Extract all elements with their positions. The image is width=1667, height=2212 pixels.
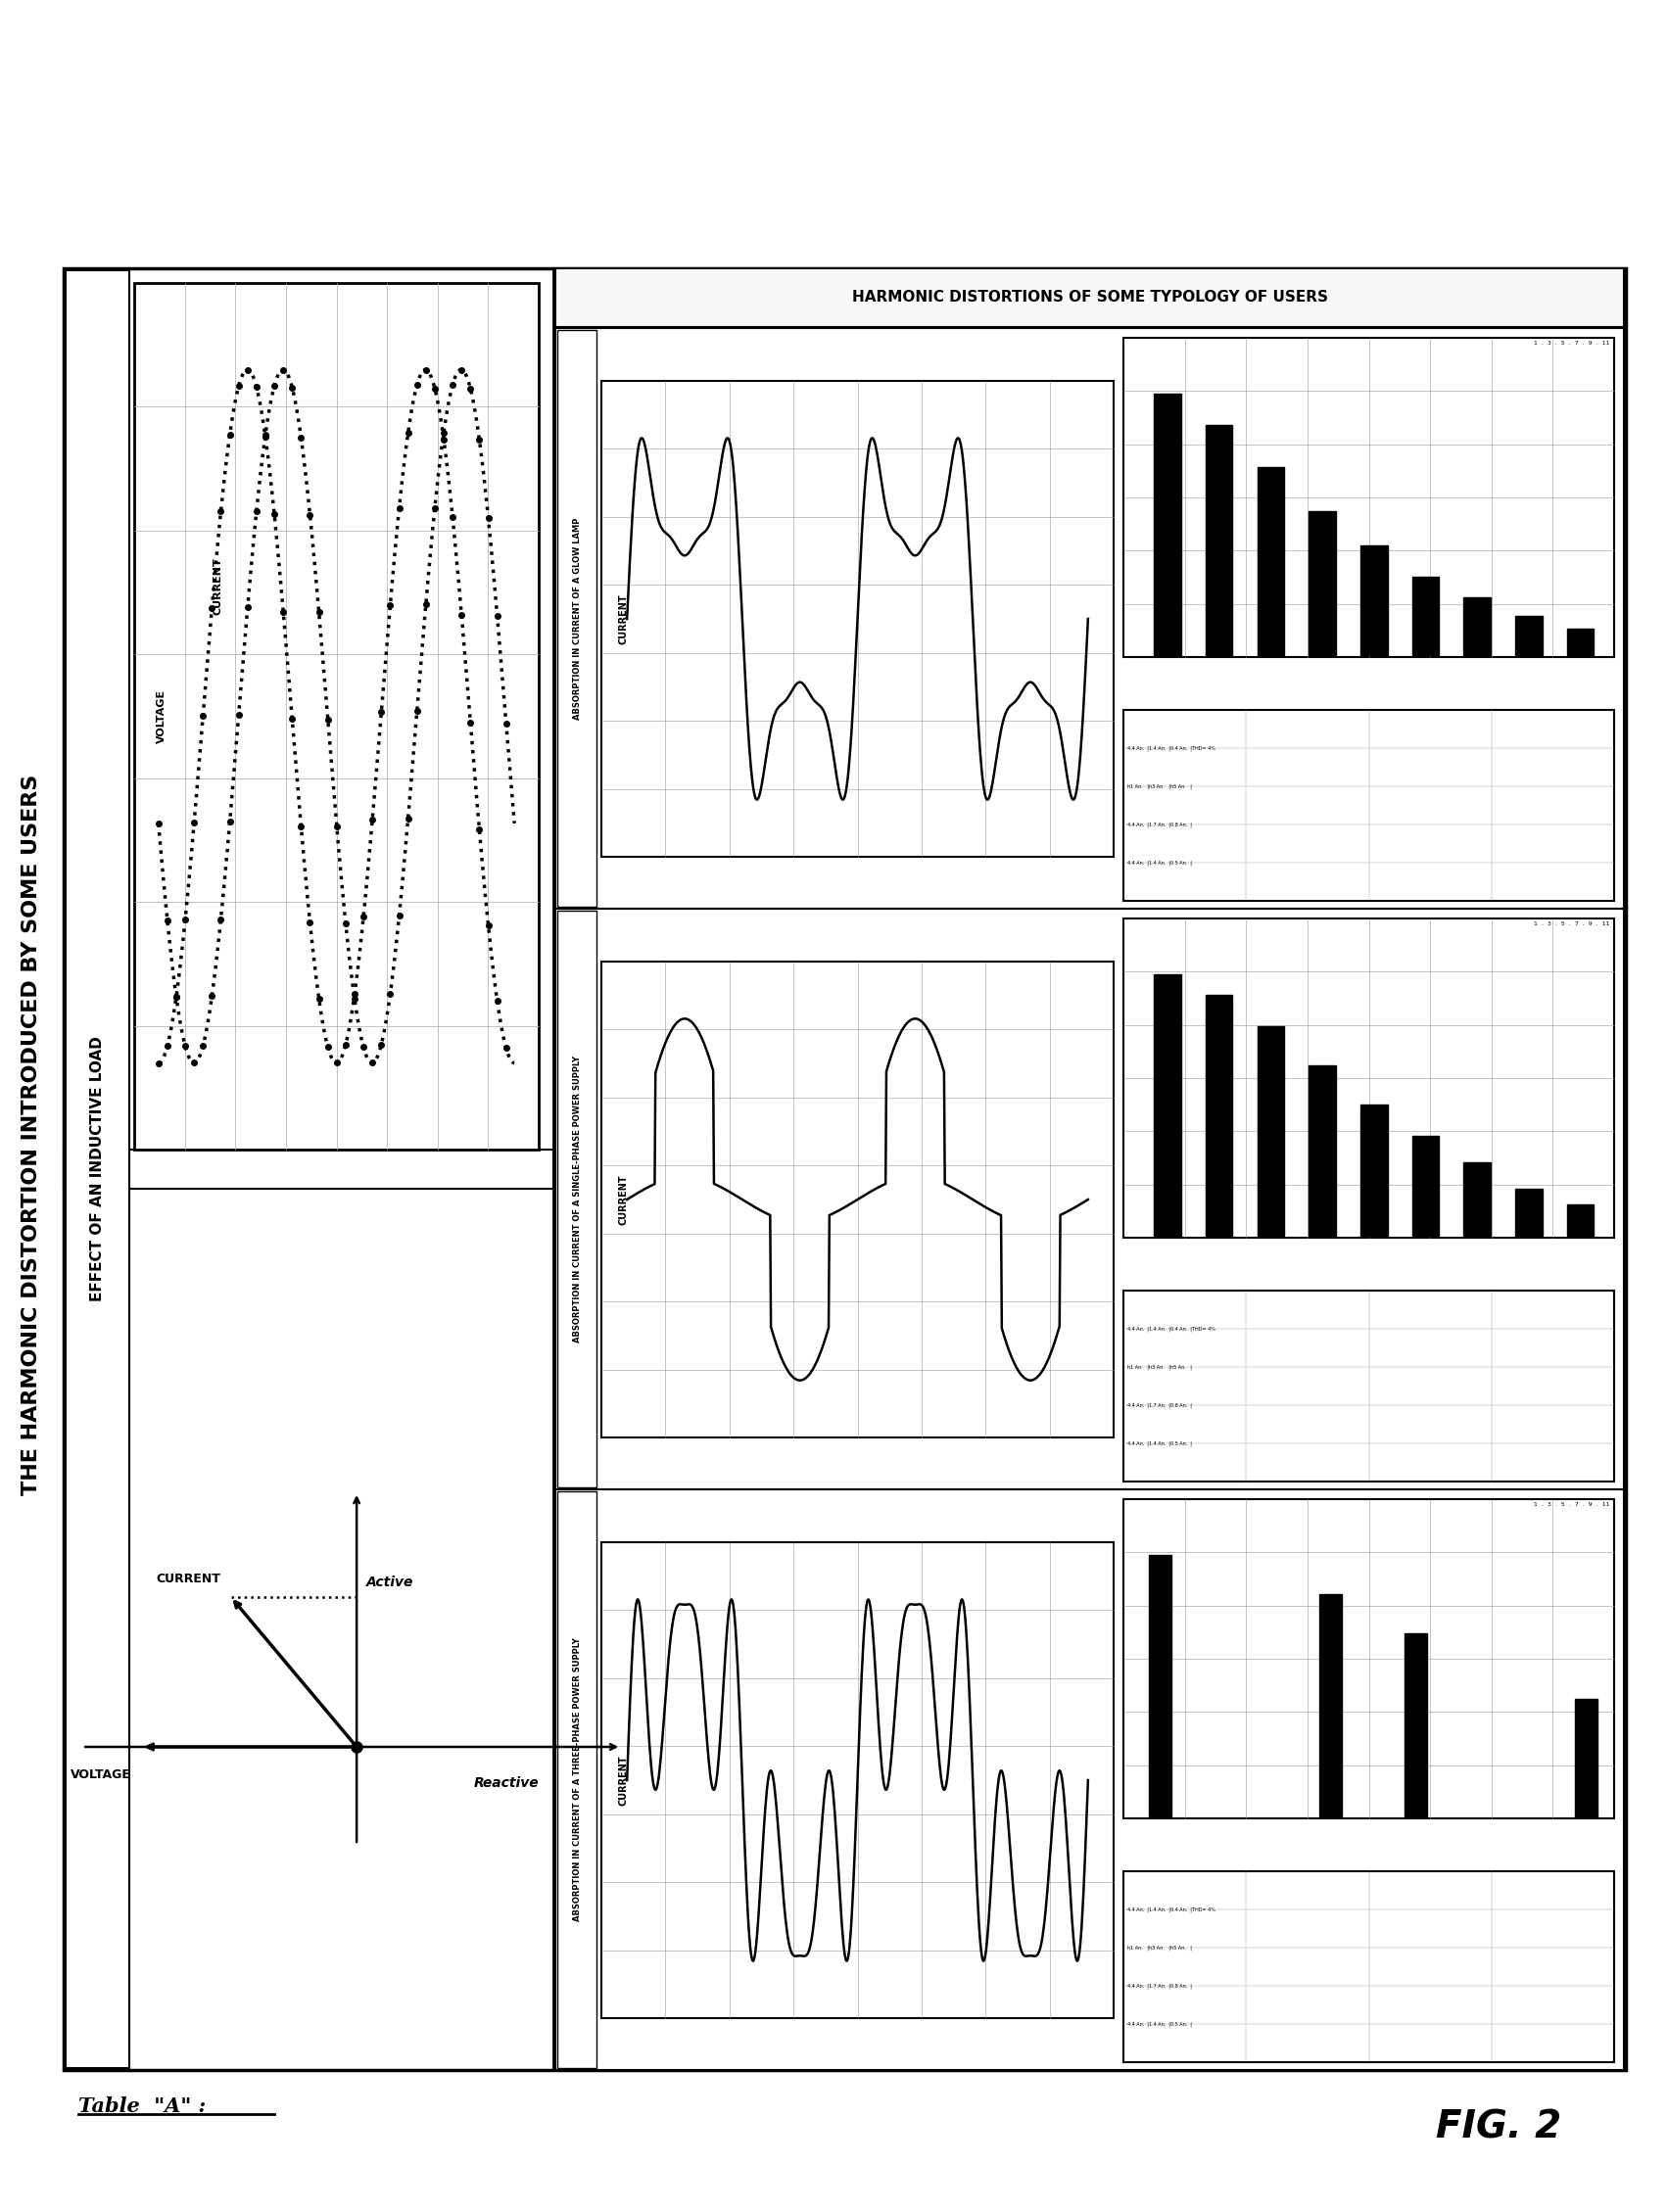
Text: 4.4 An.  |1.4 An.  |0.5 An.  |: 4.4 An. |1.4 An. |0.5 An. | [1127, 860, 1192, 865]
Text: Reactive: Reactive [473, 1776, 540, 1790]
Bar [1124, 710, 1614, 900]
Text: 4.4 An.  |1.4 An.  |0.4 An.  |THD= 4%: 4.4 An. |1.4 An. |0.4 An. |THD= 4% [1127, 1325, 1215, 1332]
Text: 4.4 An.  |1.7 An.  |0.8 An.  |: 4.4 An. |1.7 An. |0.8 An. | [1127, 1984, 1192, 1989]
Bar [1154, 394, 1180, 655]
Text: Active: Active [367, 1575, 413, 1588]
Text: ABSORPTION IN CURRENT OF A SINGLE-PHASE POWER SUPPLY: ABSORPTION IN CURRENT OF A SINGLE-PHASE … [572, 1055, 582, 1343]
Bar [1309, 511, 1335, 655]
Bar [602, 1542, 1114, 2017]
Bar [1124, 918, 1614, 1239]
Text: 4.4 An.  |1.4 An.  |0.4 An.  |THD= 4%: 4.4 An. |1.4 An. |0.4 An. |THD= 4% [1127, 1907, 1215, 1911]
Bar [1124, 1500, 1614, 1818]
Bar [1464, 597, 1490, 655]
Text: h1 An.   |h3 An.   |h5 An.   |: h1 An. |h3 An. |h5 An. | [1127, 783, 1192, 790]
Bar [555, 327, 1624, 909]
Text: EFFECT OF AN INDUCTIVE LOAD: EFFECT OF AN INDUCTIVE LOAD [90, 1037, 105, 1303]
Bar [1257, 467, 1284, 655]
Text: Table  "A" :: Table "A" : [78, 2097, 207, 2117]
Text: 4.4 An.  |1.7 An.  |0.8 An.  |: 4.4 An. |1.7 An. |0.8 An. | [1127, 1402, 1192, 1407]
Bar [557, 330, 597, 907]
Text: VOLTAGE: VOLTAGE [70, 1767, 132, 1781]
Text: 1  .  3  .  5  .  7  .  9  .  11: 1 . 3 . 5 . 7 . 9 . 11 [1534, 922, 1609, 927]
Text: CURRENT: CURRENT [157, 1573, 222, 1586]
Text: VOLTAGE: VOLTAGE [157, 690, 167, 743]
Bar [1515, 615, 1542, 655]
Bar [1464, 1164, 1490, 1237]
Bar [1124, 1871, 1614, 2062]
Bar [555, 268, 1624, 327]
Bar [1360, 544, 1387, 655]
Text: HARMONIC DISTORTIONS OF SOME TYPOLOGY OF USERS: HARMONIC DISTORTIONS OF SOME TYPOLOGY OF… [852, 290, 1327, 305]
Bar [1412, 577, 1439, 655]
Text: 4.4 An.  |1.4 An.  |0.5 An.  |: 4.4 An. |1.4 An. |0.5 An. | [1127, 1440, 1192, 1447]
Bar [555, 1489, 1624, 2070]
Bar [1257, 1026, 1284, 1237]
Text: h1 An.   |h3 An.   |h5 An.   |: h1 An. |h3 An. |h5 An. | [1127, 1365, 1192, 1369]
Text: ABSORPTION IN CURRENT OF A THREE-PHASE POWER SUPPLY: ABSORPTION IN CURRENT OF A THREE-PHASE P… [572, 1637, 582, 1922]
Bar [1205, 995, 1232, 1237]
Bar [1124, 338, 1614, 657]
Text: 4.4 An.  |1.4 An.  |0.5 An.  |: 4.4 An. |1.4 An. |0.5 An. | [1127, 2022, 1192, 2026]
Bar [1205, 425, 1232, 655]
Bar [602, 380, 1114, 856]
Bar [1319, 1595, 1342, 1816]
Bar [1405, 1632, 1427, 1816]
Bar [63, 268, 1625, 2070]
Bar [557, 1491, 597, 2068]
Text: CURRENT: CURRENT [618, 593, 628, 644]
Text: CURRENT: CURRENT [618, 1754, 628, 1805]
Text: 1  .  3  .  5  .  7  .  9  .  11: 1 . 3 . 5 . 7 . 9 . 11 [1534, 1502, 1609, 1506]
Bar [1149, 1555, 1170, 1816]
Text: 4.4 An.  |1.7 An.  |0.8 An.  |: 4.4 An. |1.7 An. |0.8 An. | [1127, 823, 1192, 827]
Text: CURRENT: CURRENT [212, 557, 222, 615]
Text: FIG. 2: FIG. 2 [1435, 2108, 1562, 2146]
Text: 4.4 An.  |1.4 An.  |0.4 An.  |THD= 4%: 4.4 An. |1.4 An. |0.4 An. |THD= 4% [1127, 745, 1215, 750]
Bar [1515, 1188, 1542, 1237]
Text: 1  .  3  .  5  .  7  .  9  .  11: 1 . 3 . 5 . 7 . 9 . 11 [1534, 341, 1609, 345]
Text: h1 An.   |h3 An.   |h5 An.   |: h1 An. |h3 An. |h5 An. | [1127, 1944, 1192, 1951]
Text: ABSORPTION IN CURRENT OF A GLOW LAMP: ABSORPTION IN CURRENT OF A GLOW LAMP [572, 518, 582, 719]
Bar [1412, 1137, 1439, 1237]
Bar [1154, 973, 1180, 1237]
Bar [1567, 1203, 1594, 1237]
Bar [1567, 628, 1594, 655]
Bar [65, 270, 130, 2068]
Bar [1360, 1104, 1387, 1237]
Bar [133, 283, 538, 1150]
Bar [557, 911, 597, 1486]
Text: THE HARMONIC DISTORTION INTRODUCED BY SOME USERS: THE HARMONIC DISTORTION INTRODUCED BY SO… [22, 774, 42, 1495]
Bar [602, 962, 1114, 1438]
Bar [1575, 1699, 1597, 1816]
Text: CURRENT: CURRENT [618, 1175, 628, 1225]
Bar [63, 1150, 553, 1188]
Bar [1309, 1066, 1335, 1237]
Bar [555, 909, 1624, 1489]
Bar [1124, 1290, 1614, 1482]
